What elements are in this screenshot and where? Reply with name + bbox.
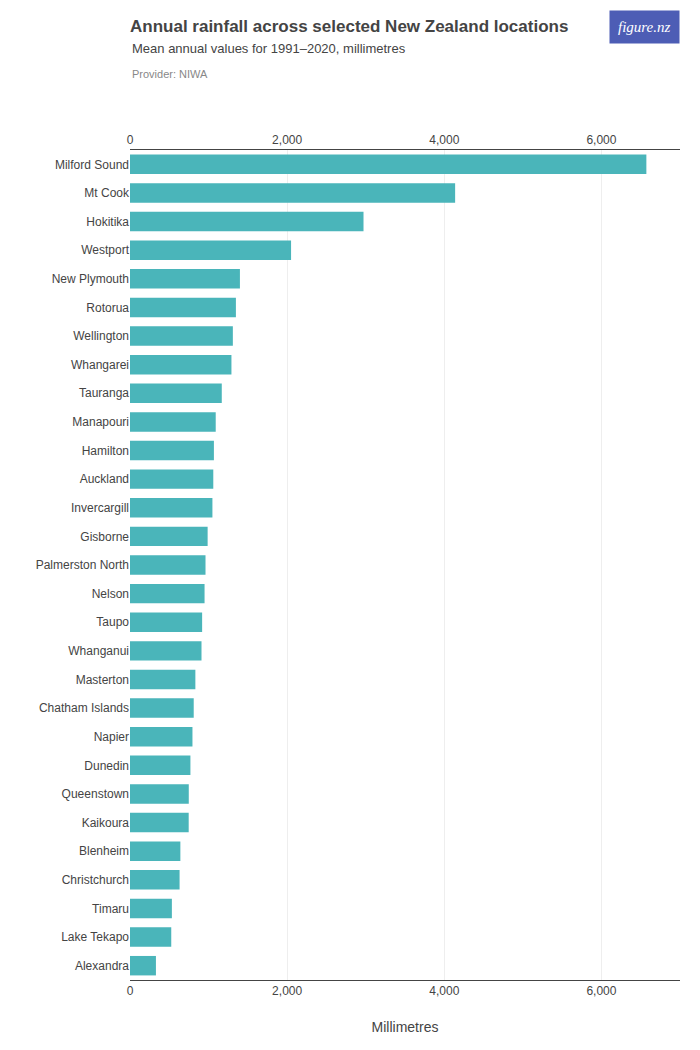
svg-text:Mt Cook: Mt Cook <box>84 186 130 200</box>
svg-text:Timaru: Timaru <box>92 902 129 916</box>
svg-text:Kaikoura: Kaikoura <box>82 816 130 830</box>
svg-text:4,000: 4,000 <box>429 984 459 998</box>
svg-text:Taupo: Taupo <box>96 615 129 629</box>
svg-text:Blenheim: Blenheim <box>79 844 129 858</box>
svg-text:Annual rainfall across selecte: Annual rainfall across selected New Zeal… <box>130 17 568 36</box>
svg-text:6,000: 6,000 <box>586 133 616 147</box>
svg-text:New Plymouth: New Plymouth <box>52 272 129 286</box>
svg-text:Palmerston North: Palmerston North <box>36 558 129 572</box>
svg-text:Provider: NIWA: Provider: NIWA <box>132 68 208 80</box>
svg-text:Chatham Islands: Chatham Islands <box>39 701 129 715</box>
svg-text:Mean annual values for 1991–20: Mean annual values for 1991–2020, millim… <box>132 41 406 56</box>
svg-text:Wellington: Wellington <box>73 329 129 343</box>
svg-text:Westport: Westport <box>81 243 129 257</box>
svg-text:Rotorua: Rotorua <box>86 301 129 315</box>
svg-text:figure.nz: figure.nz <box>618 19 671 35</box>
svg-text:6,000: 6,000 <box>586 984 616 998</box>
svg-text:4,000: 4,000 <box>429 133 459 147</box>
svg-text:Manapouri: Manapouri <box>72 415 129 429</box>
svg-text:Tauranga: Tauranga <box>79 386 129 400</box>
svg-text:Millimetres: Millimetres <box>372 1019 439 1035</box>
svg-text:Masterton: Masterton <box>76 673 129 687</box>
svg-text:Napier: Napier <box>94 730 129 744</box>
svg-text:Christchurch: Christchurch <box>62 873 129 887</box>
svg-text:Auckland: Auckland <box>80 472 129 486</box>
svg-text:0: 0 <box>127 133 134 147</box>
svg-text:Whangarei: Whangarei <box>71 358 129 372</box>
svg-text:Hamilton: Hamilton <box>82 444 129 458</box>
svg-text:2,000: 2,000 <box>272 984 302 998</box>
svg-text:2,000: 2,000 <box>272 133 302 147</box>
svg-text:Dunedin: Dunedin <box>84 759 129 773</box>
svg-text:Gisborne: Gisborne <box>80 530 129 544</box>
svg-text:Nelson: Nelson <box>92 587 129 601</box>
svg-text:Alexandra: Alexandra <box>75 959 129 973</box>
svg-text:0: 0 <box>127 984 134 998</box>
svg-text:Whanganui: Whanganui <box>68 644 129 658</box>
svg-text:Hokitika: Hokitika <box>86 215 129 229</box>
svg-text:Milford Sound: Milford Sound <box>55 158 129 172</box>
svg-text:Lake Tekapo: Lake Tekapo <box>61 930 129 944</box>
svg-text:Queenstown: Queenstown <box>62 787 129 801</box>
svg-text:Invercargill: Invercargill <box>71 501 129 515</box>
